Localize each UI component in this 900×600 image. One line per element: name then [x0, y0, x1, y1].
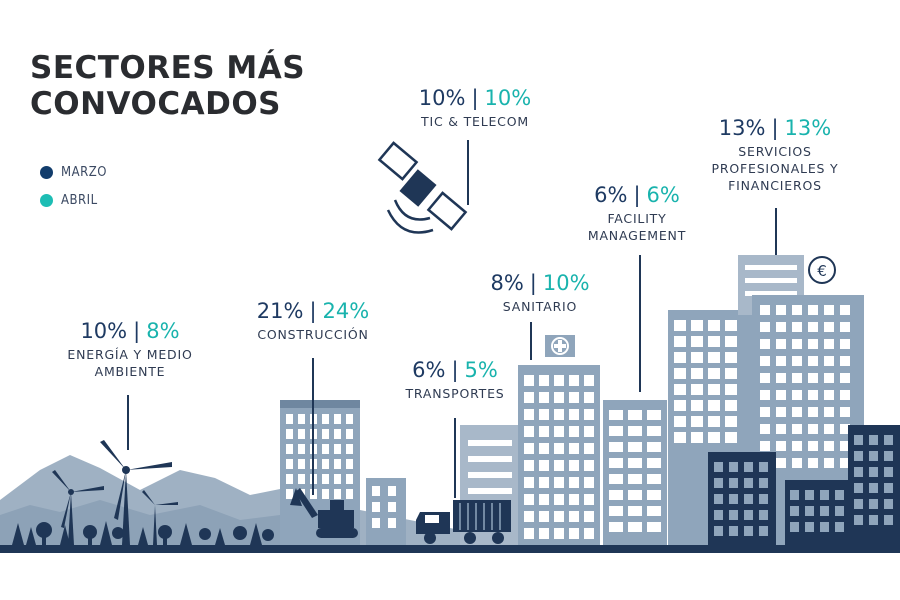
sector-values: 6% | 6%: [588, 182, 686, 208]
value-abril: 13%: [784, 116, 832, 140]
value-separator: |: [471, 86, 479, 110]
sector-values: 13% | 13%: [712, 115, 839, 141]
sector-label-line: TRANSPORTES: [405, 386, 505, 401]
value-abril: 6%: [646, 183, 680, 207]
sector-values: 10% | 8%: [67, 318, 192, 344]
sector-4: 8% | 10% SANITARIO: [490, 270, 589, 315]
legend-label-abril: ABRIL: [61, 192, 98, 208]
page-title: SECTORES MÁS CONVOCADOS: [30, 50, 305, 122]
truck-icon: [416, 500, 511, 544]
sector-values: 10% | 10%: [419, 85, 531, 111]
sector-label-line: SERVICIOS: [738, 144, 812, 159]
sector-5: 6% | 6% FACILITY MANAGEMENT: [588, 182, 686, 244]
sector-label-line: FACILITY: [607, 211, 667, 226]
sector-values: 21% | 24%: [257, 298, 369, 324]
sector-label-line: PROFESIONALES Y: [711, 161, 839, 176]
sector-label: ENERGÍA Y MEDIO AMBIENTE: [67, 346, 192, 380]
value-abril: 10%: [484, 86, 532, 110]
sector-label: CONSTRUCCIÓN: [257, 326, 369, 343]
value-separator: |: [309, 299, 317, 323]
hospital-cross-icon: [551, 337, 569, 355]
legend-dot-marzo: [40, 165, 53, 179]
sector-label: TRANSPORTES: [405, 385, 504, 402]
value-marzo: 10%: [418, 86, 466, 110]
sector-label: SANITARIO: [490, 298, 589, 315]
svg-text:€: €: [817, 262, 827, 280]
sector-label-line: CONSTRUCCIÓN: [257, 327, 369, 342]
legend: MARZO ABRIL: [40, 158, 107, 214]
legend-dot-abril: [40, 193, 53, 207]
small-building: [366, 478, 406, 545]
sector-6: 13% | 13% SERVICIOS PROFESIONALES Y FINANCIER…: [712, 115, 839, 194]
sector-label: FACILITY MANAGEMENT: [588, 210, 686, 244]
value-abril: 10%: [542, 271, 590, 295]
satellite-icon: [377, 141, 468, 234]
value-marzo: 8%: [490, 271, 524, 295]
financial-buildings: [668, 255, 900, 545]
value-separator: |: [133, 319, 141, 343]
sector-3: 6% | 5% TRANSPORTES: [405, 357, 504, 402]
ground: [0, 545, 900, 553]
sector-label-line: FINANCIEROS: [728, 178, 822, 193]
value-separator: |: [451, 358, 459, 382]
value-separator: |: [529, 271, 537, 295]
leader-lines: [127, 140, 777, 498]
hospital-building: [518, 335, 600, 545]
value-separator: |: [771, 116, 779, 140]
sector-label-line: AMBIENTE: [94, 364, 166, 379]
sector-2: 10% | 10% TIC & TELECOM: [419, 85, 531, 130]
value-abril: 24%: [322, 299, 370, 323]
transport-building-stripes: [468, 440, 512, 494]
value-marzo: 13%: [718, 116, 766, 140]
tree-row: [12, 521, 274, 545]
sector-0: 10% | 8% ENERGÍA Y MEDIO AMBIENTE: [67, 318, 192, 380]
value-marzo: 6%: [412, 358, 446, 382]
sector-label: TIC & TELECOM: [419, 113, 531, 130]
value-marzo: 10%: [80, 319, 128, 343]
value-abril: 8%: [146, 319, 180, 343]
facility-building: [603, 400, 667, 545]
sector-label-line: TIC & TELECOM: [421, 114, 529, 129]
euro-icon: €: [808, 256, 836, 284]
excavator-icon: [290, 488, 358, 538]
sector-label-line: SANITARIO: [502, 299, 578, 314]
legend-item-abril: ABRIL: [40, 186, 107, 214]
sector-values: 6% | 5%: [405, 357, 504, 383]
sector-label: SERVICIOS PROFESIONALES Y FINANCIEROS: [712, 143, 839, 194]
sector-values: 8% | 10%: [490, 270, 589, 296]
title-line-2: CONVOCADOS: [30, 86, 282, 122]
wind-turbine-icon: [52, 440, 178, 545]
title-line-1: SECTORES MÁS: [30, 50, 306, 86]
value-abril: 5%: [464, 358, 498, 382]
legend-label-marzo: MARZO: [61, 164, 107, 180]
sector-label-line: ENERGÍA Y MEDIO: [67, 347, 193, 362]
sector-label-line: MANAGEMENT: [587, 228, 687, 243]
sector-1: 21% | 24% CONSTRUCCIÓN: [257, 298, 369, 343]
value-marzo: 21%: [256, 299, 304, 323]
value-separator: |: [633, 183, 641, 207]
legend-item-marzo: MARZO: [40, 158, 107, 186]
value-marzo: 6%: [594, 183, 628, 207]
